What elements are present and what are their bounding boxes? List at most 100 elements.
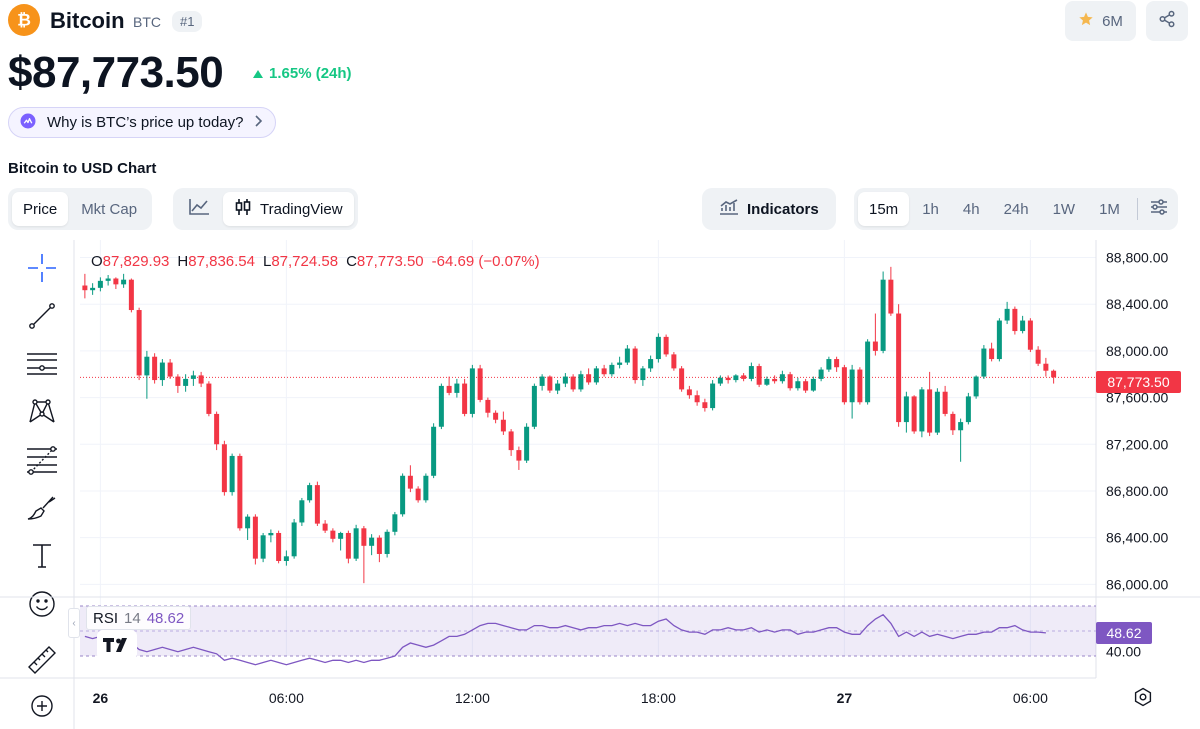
fib-retracement-icon <box>25 444 59 481</box>
candle-body <box>531 385 537 427</box>
candle-body <box>477 368 483 400</box>
candle-body <box>338 532 344 539</box>
crosshair-icon <box>26 252 58 289</box>
candle-body <box>834 359 840 368</box>
measure-tool[interactable] <box>20 642 64 682</box>
candle-body <box>175 376 181 386</box>
x-tick-label: 18:00 <box>641 690 676 706</box>
horizontal-lines-tool[interactable] <box>20 346 64 386</box>
candle-body <box>299 500 305 523</box>
candle-body <box>686 389 692 396</box>
candle-body <box>221 444 227 493</box>
indicators-label: Indicators <box>747 200 819 218</box>
tab-price[interactable]: Price <box>12 192 69 226</box>
current-price: $87,773.50 <box>8 48 224 97</box>
share-button[interactable] <box>1146 1 1188 41</box>
why-price-up-button[interactable]: Why is BTC’s price up today? <box>8 107 277 138</box>
candle-body <box>989 348 995 360</box>
x-tick-label: 27 <box>837 690 853 706</box>
candle-body <box>376 537 382 554</box>
high-value: 87,836.54 <box>188 253 255 270</box>
candle-body <box>121 279 127 285</box>
candle-body <box>524 426 530 461</box>
candle-body <box>710 383 716 409</box>
candle-body <box>958 422 964 431</box>
candle-body <box>113 278 119 285</box>
chart-settings-button[interactable] <box>1144 192 1174 226</box>
candle-body <box>330 530 336 539</box>
price-change: 1.65% (24h) <box>253 65 352 82</box>
candle-body <box>245 516 251 529</box>
tab-mkt-cap[interactable]: Mkt Cap <box>81 200 138 218</box>
sliders-icon <box>1150 199 1168 219</box>
pattern-tool[interactable] <box>20 394 64 434</box>
candle-body <box>965 396 971 423</box>
xabcd-pattern-icon <box>26 396 58 433</box>
candle-body <box>400 475 406 515</box>
candle-body <box>276 532 282 561</box>
candle-body <box>547 376 553 391</box>
range-1h[interactable]: 1h <box>922 200 939 218</box>
brush-tool[interactable] <box>20 490 64 530</box>
range-1m[interactable]: 1M <box>1099 200 1120 218</box>
high-key: H <box>177 253 189 270</box>
rsi-tick-label: 40.00 <box>1106 644 1141 660</box>
candle-body <box>237 455 243 529</box>
x-tick-label: 06:00 <box>1013 690 1048 706</box>
range-24h[interactable]: 24h <box>1003 200 1029 218</box>
price-change-value: 1.65% (24h) <box>269 65 352 82</box>
candle-body <box>562 376 568 384</box>
y-tick-label: 86,400.00 <box>1106 530 1168 546</box>
close-key: C <box>346 253 357 270</box>
candle-body <box>818 369 824 379</box>
candle-body <box>268 532 274 536</box>
tradingview-logo-icon[interactable] <box>97 630 137 660</box>
range-4h[interactable]: 4h <box>962 200 980 218</box>
candle-body <box>361 528 367 546</box>
emoji-tool[interactable] <box>20 586 64 626</box>
fib-tool[interactable] <box>20 442 64 482</box>
candle-body <box>90 287 96 291</box>
crosshair-tool[interactable] <box>20 250 64 290</box>
text-tool[interactable] <box>20 538 64 578</box>
candle-body <box>82 285 88 291</box>
collapse-toolbar-button[interactable]: ‹ <box>68 608 80 638</box>
chart-settings-gear[interactable] <box>1131 687 1155 711</box>
candle-body <box>996 320 1002 360</box>
candle-body <box>663 336 669 355</box>
watchlist-button[interactable]: 6M <box>1065 1 1136 41</box>
text-icon <box>26 540 58 577</box>
indicators-button[interactable]: Indicators <box>708 192 830 226</box>
bitcoin-logo-icon: ₿ <box>8 4 40 36</box>
candle-body <box>322 523 328 531</box>
candle-body <box>128 279 134 311</box>
line-chart-button[interactable] <box>177 192 221 226</box>
range-15m[interactable]: 15m <box>858 192 910 226</box>
candle-body <box>725 377 731 381</box>
candle-body <box>152 356 158 381</box>
candle-body <box>609 364 615 375</box>
candle-body <box>981 348 987 377</box>
x-tick-label: 26 <box>93 690 109 706</box>
candle-body <box>1043 363 1049 371</box>
range-1w[interactable]: 1W <box>1052 200 1076 218</box>
coin-symbol: BTC <box>133 14 161 30</box>
candle-body <box>841 367 847 403</box>
line-chart-icon <box>188 198 210 220</box>
trend-line-tool[interactable] <box>20 298 64 338</box>
candle-body <box>97 280 103 288</box>
indicators-wrap: Indicators <box>702 188 836 230</box>
candle-body <box>679 368 685 390</box>
candle-body <box>810 378 816 391</box>
zoom-tool[interactable] <box>20 688 64 728</box>
candle-body <box>462 383 468 414</box>
candle-body <box>539 376 545 386</box>
candle-body <box>880 279 886 351</box>
rsi-value-label: 48.62 <box>1096 622 1152 644</box>
candle-body <box>369 537 375 546</box>
range-toggle: 15m 1h 4h 24h 1W 1M <box>854 188 1178 230</box>
tradingview-button[interactable]: TradingView <box>223 192 354 226</box>
watchlist-count: 6M <box>1102 12 1123 30</box>
candle-body <box>407 475 413 489</box>
